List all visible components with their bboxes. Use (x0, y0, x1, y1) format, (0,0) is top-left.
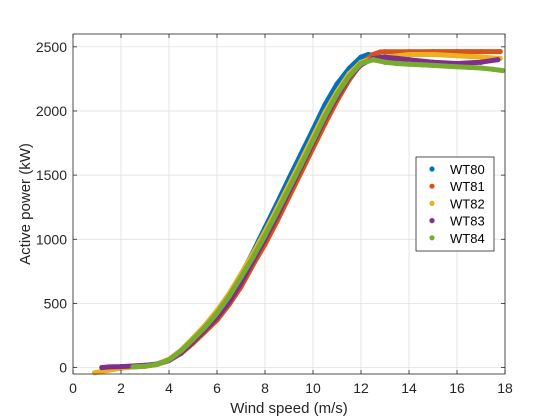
data-point (430, 51, 436, 58)
data-point (454, 48, 460, 55)
legend-box (415, 156, 495, 252)
data-point (202, 324, 208, 330)
data-point (454, 53, 460, 59)
data-point (382, 49, 388, 55)
data-point (286, 186, 292, 192)
y-tick-label: 1000 (36, 231, 67, 247)
data-point (92, 370, 98, 376)
data-point (166, 357, 172, 363)
legend-label: WT82 (450, 196, 485, 211)
legend-label: WT83 (450, 214, 485, 229)
data-point (118, 363, 124, 370)
legend-item-wt81: WT81 (429, 179, 485, 194)
data-point (178, 348, 184, 354)
data-point (250, 254, 256, 260)
data-point (310, 137, 316, 144)
x-tick-label: 0 (69, 380, 77, 396)
legend: WT80 WT81 WT82 WT83 WT84 (415, 156, 495, 252)
data-point (99, 368, 105, 375)
data-point (394, 55, 400, 61)
x-tick-label: 4 (165, 380, 173, 396)
x-tick-label: 8 (261, 380, 269, 396)
data-point (370, 57, 376, 63)
data-point (214, 310, 220, 316)
data-point (478, 59, 484, 65)
legend-item-wt84: WT84 (429, 231, 485, 246)
data-point (430, 62, 436, 69)
legend-marker (429, 200, 435, 206)
data-point (238, 274, 244, 280)
data-point (322, 113, 328, 119)
data-point (226, 293, 232, 299)
data-point (500, 67, 506, 74)
series-wt84 (130, 57, 506, 370)
data-point (142, 363, 148, 369)
data-point (106, 364, 112, 370)
data-point (454, 64, 460, 70)
data-point (394, 60, 400, 67)
data-point (382, 54, 388, 60)
axis-ticks: 0 2 4 6 8 10 12 14 16 18 0 500 1000 1500 2000 2500 (36, 34, 513, 396)
data-point (377, 49, 383, 55)
data-point (490, 66, 496, 72)
data-point (418, 62, 424, 68)
data-point (406, 61, 412, 67)
data-point (478, 54, 484, 60)
data-point (298, 162, 304, 168)
legend-marker (429, 183, 435, 189)
y-tick-label: 2500 (36, 39, 67, 55)
data-point (382, 59, 388, 65)
data-point (358, 54, 364, 60)
x-tick-label: 10 (305, 380, 321, 396)
data-point (262, 232, 268, 239)
legend-item-wt80: WT80 (429, 162, 485, 177)
x-tick-label: 6 (213, 380, 221, 396)
y-axis-label: Active power (kW) (17, 143, 34, 265)
x-tick-label: 12 (353, 380, 369, 396)
legend-label: WT80 (450, 162, 485, 177)
legend-label: WT81 (450, 179, 485, 194)
plot-frame (72, 33, 506, 375)
x-tick-label: 2 (117, 380, 125, 396)
y-tick-label: 0 (59, 360, 67, 376)
x-axis-label: Wind speed (m/s) (230, 400, 348, 417)
data-point (154, 361, 160, 367)
legend-marker (429, 166, 435, 172)
data-point (466, 64, 472, 70)
data-point (130, 364, 136, 370)
legend-label: WT84 (450, 231, 485, 246)
data-point (478, 65, 484, 71)
data-point (334, 91, 340, 97)
legend-item-wt82: WT82 (429, 196, 485, 211)
legend-item-wt83: WT83 (429, 214, 485, 229)
grid-lines (72, 34, 506, 374)
data-point (358, 60, 364, 67)
data-point (495, 57, 501, 63)
legend-marker (429, 218, 435, 224)
legend-marker (429, 235, 435, 241)
data-point (99, 364, 105, 371)
data-point (497, 48, 503, 55)
y-tick-label: 1500 (36, 167, 67, 183)
y-tick-label: 2000 (36, 103, 67, 119)
y-tick-label: 500 (44, 295, 68, 311)
data-point (190, 336, 196, 342)
data-point (406, 57, 412, 63)
x-tick-label: 18 (497, 380, 513, 396)
x-tick-label: 16 (449, 380, 465, 396)
data-point (442, 63, 448, 69)
data-point (478, 48, 484, 55)
data-point (406, 51, 412, 58)
x-tick-label: 14 (401, 380, 417, 396)
data-point (346, 73, 352, 79)
series-layer (92, 48, 506, 376)
data-point (274, 209, 280, 215)
